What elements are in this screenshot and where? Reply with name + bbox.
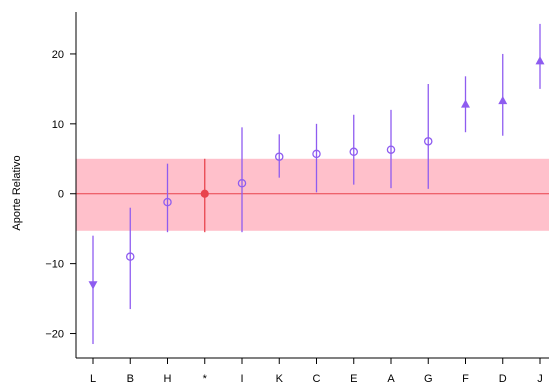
data-point	[312, 149, 321, 159]
y-tick-label: −20	[45, 329, 64, 341]
data-point	[200, 189, 209, 198]
x-tick-label: D	[499, 373, 507, 385]
x-tick-label: E	[350, 373, 357, 385]
x-tick-label: B	[127, 373, 134, 385]
y-tick-label: 0	[58, 189, 64, 201]
reference-band	[76, 158, 549, 231]
data-point	[163, 197, 172, 207]
data-point	[126, 252, 135, 261]
x-tick-label: A	[387, 373, 395, 385]
x-tick-label: H	[164, 373, 172, 385]
x-tick-label: F	[462, 373, 469, 385]
x-tick-label: I	[240, 373, 243, 385]
data-point	[423, 137, 433, 146]
data-point	[386, 145, 396, 154]
data-point	[274, 152, 284, 161]
plot-area: −20 −10 0 10 20 L B H * I K C E A G F D J	[45, 12, 549, 385]
y-tick-label: 20	[52, 49, 64, 61]
data-point	[535, 56, 545, 65]
x-tick-label: G	[424, 373, 433, 385]
data-point	[88, 281, 98, 290]
y-tick-label: −10	[45, 259, 64, 271]
data-point	[498, 95, 508, 105]
data-point	[349, 147, 358, 157]
x-tick-label: L	[90, 373, 96, 385]
x-tick-label: J	[537, 373, 543, 385]
data-point	[237, 179, 247, 188]
y-axis-label: Aporte Relativo	[11, 155, 23, 230]
data-point	[461, 99, 470, 108]
y-tick-label: 10	[52, 119, 64, 131]
x-tick-label: *	[203, 373, 208, 385]
x-tick-label: C	[313, 373, 321, 385]
x-tick-label: K	[276, 373, 284, 385]
